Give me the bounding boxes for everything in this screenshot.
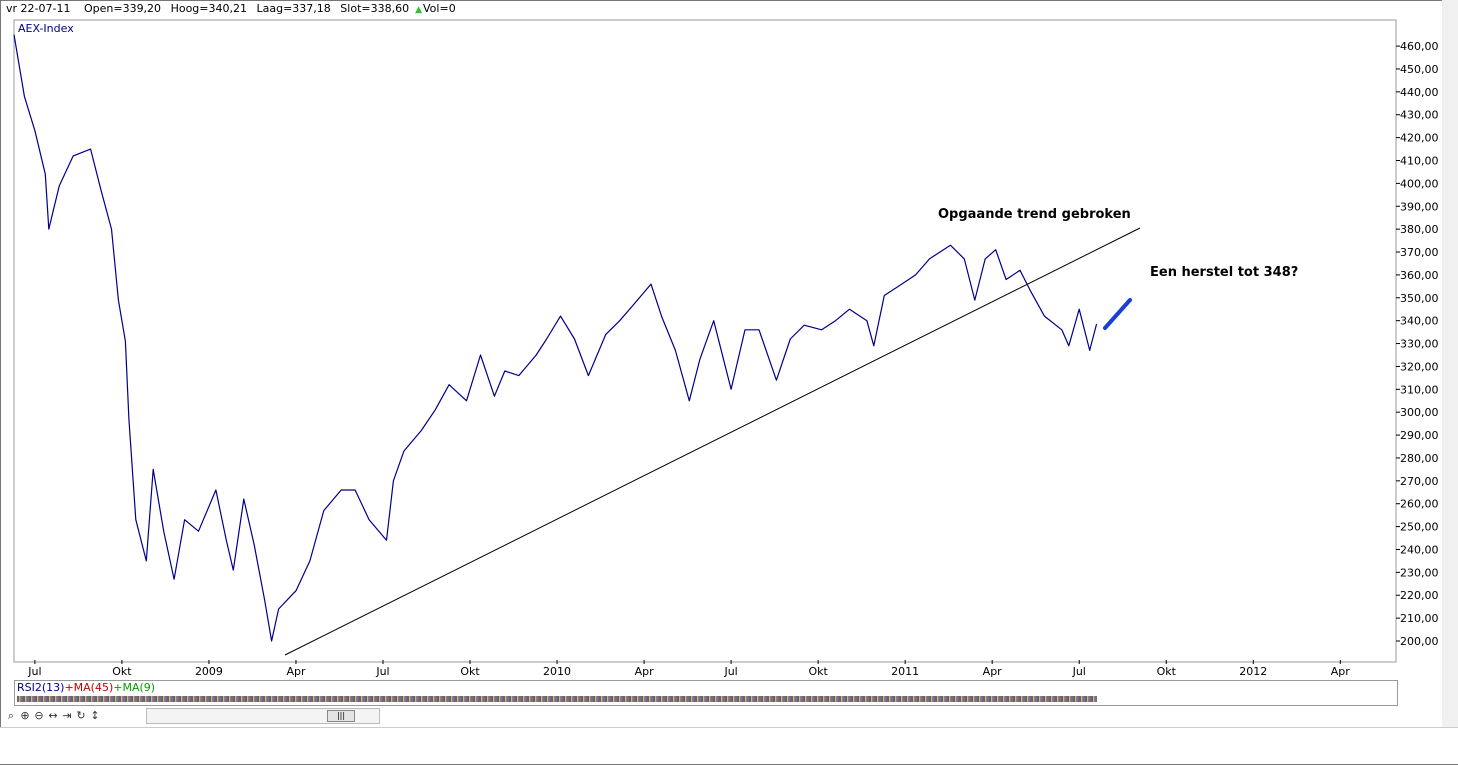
- y-tick-label: 250,00: [1400, 521, 1439, 534]
- x-tick-label: 2010: [543, 665, 571, 678]
- rsi-label: RSI2(13): [17, 681, 65, 694]
- x-tick-label: Okt: [1157, 665, 1177, 678]
- x-tick-label: 2011: [891, 665, 919, 678]
- pan[interactable]: ↔: [48, 709, 58, 722]
- chart: AEX-Index Opgaande trend gebroken Een he…: [13, 19, 1439, 678]
- y-tick-label: 270,00: [1400, 475, 1439, 488]
- indicator-panel: RSI2(13)+MA(45)+MA(9): [14, 680, 1398, 706]
- scroll-thumb[interactable]: |||: [327, 710, 355, 722]
- quote-high: Hoog=340,21: [170, 2, 247, 15]
- y-tick-label: 210,00: [1400, 612, 1439, 625]
- y-tick-label: 370,00: [1400, 246, 1439, 259]
- recovery-arrow: [1103, 298, 1132, 330]
- to-end[interactable]: ⇥: [62, 709, 72, 722]
- x-tick-label: Okt: [460, 665, 480, 678]
- toolbar: ⌕ ⊕ ⊖ ↔ ⇥ ↻ ↕: [4, 708, 102, 724]
- y-tick-label: 450,00: [1400, 63, 1439, 76]
- y-tick-label: 360,00: [1400, 269, 1439, 282]
- x-tick-label: Jul: [27, 665, 41, 678]
- x-tick-label: Apr: [1331, 665, 1351, 678]
- x-tick-label: 2012: [1239, 665, 1267, 678]
- y-tick-label: 310,00: [1400, 383, 1439, 396]
- quote-low: Laag=337,18: [256, 2, 331, 15]
- y-tick-label: 430,00: [1400, 109, 1439, 122]
- zoom-tool[interactable]: ⌕: [7, 709, 15, 722]
- x-tick-label: 2009: [195, 665, 223, 678]
- indicator-legend: RSI2(13)+MA(45)+MA(9): [17, 681, 155, 695]
- footer-area: [0, 727, 1458, 764]
- ma-short-label: +MA(9): [113, 681, 156, 694]
- y-tick-label: 320,00: [1400, 360, 1439, 373]
- side-panel: [1442, 0, 1458, 727]
- x-tick-label: Jul: [375, 665, 389, 678]
- quote-close: Slot=338,60: [340, 2, 410, 15]
- vertical[interactable]: ↕: [90, 709, 100, 722]
- x-tick-label: Apr: [983, 665, 1003, 678]
- y-tick-label: 350,00: [1400, 292, 1439, 305]
- y-tick-label: 340,00: [1400, 315, 1439, 328]
- scrollbar[interactable]: |||: [146, 708, 380, 724]
- x-tick-label: Jul: [1072, 665, 1086, 678]
- quote-open: Open=339,20: [83, 2, 162, 15]
- up-icon: ▲: [415, 5, 423, 15]
- y-tick-label: 440,00: [1400, 86, 1439, 99]
- y-tick-label: 280,00: [1400, 452, 1439, 465]
- legend-entry: AEX-Index: [18, 22, 74, 35]
- y-tick-label: 400,00: [1400, 177, 1439, 190]
- y-tick-label: 420,00: [1400, 132, 1439, 145]
- x-tick-label: Okt: [112, 665, 132, 678]
- quote-volume: Vol=0: [423, 2, 456, 15]
- y-tick-label: 230,00: [1400, 566, 1439, 579]
- y-tick-label: 300,00: [1400, 406, 1439, 419]
- annotation: Opgaande trend gebroken: [938, 207, 1131, 222]
- y-tick-label: 290,00: [1400, 429, 1439, 442]
- quote-date: vr 22-07-11: [6, 2, 71, 15]
- x-tick-label: Jul: [723, 665, 737, 678]
- quote-bar: vr 22-07-11 Open=339,20 Hoog=340,21 Laag…: [0, 0, 1440, 18]
- y-tick-label: 410,00: [1400, 154, 1439, 167]
- indicator-strip: [17, 696, 1097, 702]
- zoom-in[interactable]: ⊕: [20, 709, 30, 722]
- y-tick-label: 460,00: [1400, 40, 1439, 53]
- y-tick-label: 330,00: [1400, 338, 1439, 351]
- annotation: Een herstel tot 348?: [1150, 265, 1298, 280]
- y-tick-label: 260,00: [1400, 498, 1439, 511]
- y-tick-label: 380,00: [1400, 223, 1439, 236]
- x-tick-label: Apr: [286, 665, 306, 678]
- y-tick-label: 390,00: [1400, 200, 1439, 213]
- y-tick-label: 220,00: [1400, 589, 1439, 602]
- price-line: [13, 34, 1098, 642]
- x-tick-label: Apr: [635, 665, 655, 678]
- zoom-out[interactable]: ⊖: [34, 709, 44, 722]
- plot-frame: [13, 19, 1397, 663]
- y-tick-label: 240,00: [1400, 543, 1439, 556]
- x-tick-label: Okt: [808, 665, 828, 678]
- trend-line: [284, 227, 1141, 656]
- y-tick-label: 200,00: [1400, 635, 1439, 648]
- ma-long-label: +MA(45): [64, 681, 114, 694]
- reset[interactable]: ↻: [76, 709, 86, 722]
